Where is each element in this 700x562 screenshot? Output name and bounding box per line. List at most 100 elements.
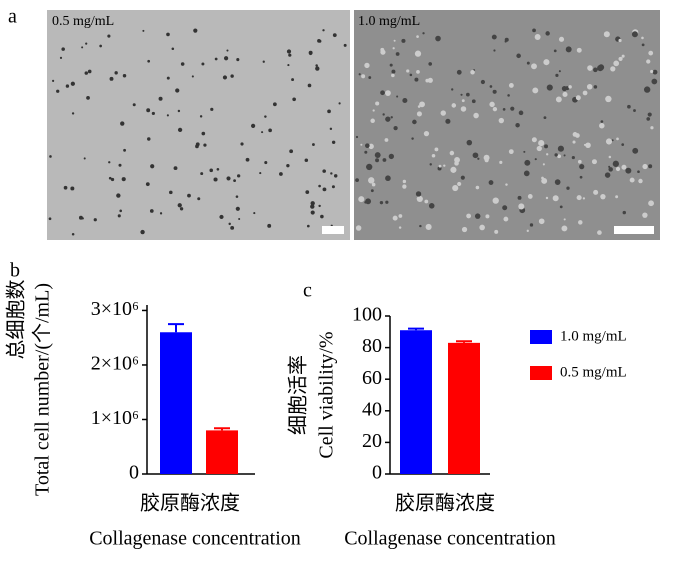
error-bar — [168, 323, 184, 333]
cell — [99, 44, 102, 48]
cell — [365, 198, 372, 205]
cell — [315, 64, 318, 67]
bar — [448, 342, 480, 474]
cell — [527, 194, 533, 199]
cell — [366, 163, 373, 171]
cell — [414, 50, 422, 57]
cell — [450, 166, 457, 173]
cell — [203, 143, 207, 147]
cell — [457, 181, 462, 187]
cell — [272, 102, 277, 107]
y-tick-label: 3×10⁶ — [91, 298, 139, 320]
cell — [571, 156, 575, 160]
cell — [422, 32, 425, 35]
cell — [177, 127, 183, 132]
cell — [147, 137, 151, 141]
cell — [70, 186, 75, 191]
cell — [566, 186, 570, 190]
error-bar — [214, 427, 230, 431]
cell — [480, 79, 486, 85]
cell — [56, 89, 60, 93]
cell — [538, 140, 545, 147]
y-axis-label: 总细胞数 — [5, 280, 28, 360]
cell — [306, 224, 310, 228]
cell — [492, 89, 497, 94]
cell — [179, 207, 184, 211]
cell — [310, 204, 315, 209]
cell — [532, 87, 539, 94]
cell — [637, 170, 640, 174]
cell — [307, 83, 312, 88]
cell — [411, 137, 414, 140]
cell — [393, 39, 396, 42]
y-axis-label: 细胞活率 — [287, 355, 310, 435]
cell — [372, 109, 375, 112]
cell — [368, 177, 375, 184]
cell — [236, 58, 240, 62]
cell — [643, 86, 651, 93]
cell — [228, 222, 231, 226]
y-tick-label: 1×10⁶ — [91, 407, 139, 429]
cell — [543, 116, 547, 120]
cell — [305, 190, 310, 194]
cell — [385, 200, 389, 204]
cell — [611, 139, 614, 142]
cell — [427, 77, 433, 83]
cell — [286, 49, 292, 54]
cell — [396, 95, 399, 98]
legend-label: 0.5 mg/mL — [560, 364, 627, 380]
scale-bar — [322, 226, 344, 234]
cell — [279, 172, 283, 176]
cell — [166, 114, 169, 117]
cell — [235, 195, 239, 198]
cell — [558, 36, 565, 42]
cell — [632, 147, 639, 154]
cell — [392, 47, 395, 50]
cell — [517, 195, 522, 200]
cell — [552, 195, 559, 202]
cell — [518, 110, 524, 116]
cell — [146, 108, 151, 113]
bar — [400, 330, 432, 474]
cell — [343, 43, 347, 47]
cell — [483, 154, 490, 161]
y-tick-label: 80 — [362, 335, 382, 357]
cell — [472, 152, 479, 159]
cell — [329, 127, 333, 131]
cell — [460, 175, 465, 180]
bar — [206, 430, 238, 474]
cell — [600, 120, 604, 123]
cell — [499, 160, 503, 164]
cell — [578, 220, 583, 225]
cell — [542, 163, 545, 166]
cell — [287, 64, 290, 67]
cell — [505, 183, 508, 186]
cell — [531, 63, 537, 70]
cell — [223, 56, 229, 61]
cell — [322, 187, 327, 192]
cell — [608, 155, 612, 159]
cell — [71, 112, 75, 115]
cell — [380, 47, 385, 52]
cell — [612, 160, 619, 167]
cell — [109, 76, 114, 81]
cell — [449, 150, 455, 156]
cell — [216, 167, 220, 171]
cell — [544, 144, 548, 149]
cell — [375, 101, 380, 106]
cell — [230, 225, 235, 230]
cell — [61, 47, 65, 51]
cell — [169, 190, 173, 195]
cell — [171, 47, 175, 51]
cell — [142, 29, 145, 32]
cell — [370, 118, 375, 124]
cell — [177, 203, 182, 208]
cell — [642, 212, 648, 218]
cell — [197, 197, 201, 201]
cell — [555, 96, 562, 103]
error-bar — [408, 327, 424, 331]
cell — [504, 40, 507, 43]
cell — [618, 38, 622, 43]
cell — [576, 47, 582, 53]
cell — [428, 203, 435, 209]
